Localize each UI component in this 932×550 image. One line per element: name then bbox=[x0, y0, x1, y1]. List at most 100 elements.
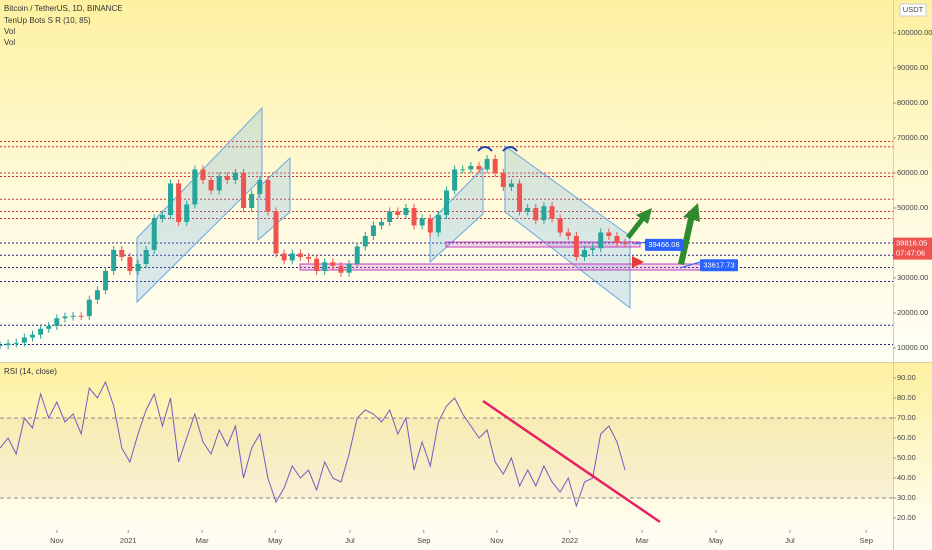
candle bbox=[38, 328, 44, 335]
candle bbox=[151, 218, 157, 250]
rsi-line bbox=[0, 380, 626, 508]
candle bbox=[29, 334, 35, 338]
candle bbox=[500, 172, 506, 187]
candle bbox=[346, 263, 352, 273]
y-tick-label: 70000.00 bbox=[897, 133, 928, 142]
top-arc bbox=[502, 146, 518, 152]
candle bbox=[62, 316, 68, 319]
candle bbox=[533, 207, 539, 221]
channel bbox=[504, 145, 631, 310]
candle bbox=[411, 207, 417, 226]
candle bbox=[241, 172, 247, 208]
x-tick-label: Sep bbox=[860, 536, 873, 545]
candle bbox=[135, 263, 141, 271]
countdown: 07:47:06 bbox=[896, 249, 925, 258]
price-label: 39466.08 bbox=[648, 240, 679, 249]
indicator: Vol bbox=[4, 38, 15, 47]
channel bbox=[257, 156, 291, 242]
candle bbox=[508, 183, 514, 187]
x-tick-label: Mar bbox=[196, 536, 209, 545]
y-tick-label: 100000.00 bbox=[897, 28, 932, 37]
candle bbox=[192, 169, 198, 205]
candle bbox=[338, 265, 344, 273]
candle bbox=[314, 258, 320, 271]
rsi-band bbox=[0, 418, 893, 498]
candle bbox=[590, 248, 596, 250]
x-tick-label: Nov bbox=[50, 536, 64, 545]
candle bbox=[184, 204, 190, 222]
channel bbox=[136, 106, 263, 304]
y-tick-label: 50.00 bbox=[897, 453, 916, 462]
y-tick-label: 90000.00 bbox=[897, 63, 928, 72]
candle bbox=[484, 158, 490, 170]
x-tick-label: May bbox=[268, 536, 282, 545]
y-tick-label: 40.00 bbox=[897, 473, 916, 482]
candle bbox=[127, 256, 133, 271]
candle bbox=[573, 235, 579, 257]
candle bbox=[419, 218, 425, 226]
candle bbox=[216, 176, 222, 191]
candle bbox=[444, 190, 449, 215]
y-tick-label: 80000.00 bbox=[897, 98, 928, 107]
candle bbox=[598, 232, 604, 249]
rsi-pane bbox=[0, 363, 932, 530]
candle bbox=[614, 235, 620, 243]
candle bbox=[460, 169, 466, 171]
candle bbox=[94, 290, 100, 300]
candle bbox=[208, 179, 214, 191]
candle bbox=[517, 183, 523, 212]
y-tick-label: 10000.00 bbox=[897, 343, 928, 352]
price-label-box bbox=[700, 259, 738, 272]
y-tick-label: 60000.00 bbox=[897, 168, 928, 177]
candle bbox=[5, 343, 11, 346]
candle bbox=[565, 232, 571, 236]
candle bbox=[403, 207, 409, 215]
x-tick-label: Jul bbox=[785, 536, 795, 545]
top-arc bbox=[477, 146, 493, 152]
candle bbox=[13, 342, 19, 344]
candle bbox=[273, 211, 279, 254]
candle bbox=[111, 249, 117, 271]
candle bbox=[297, 253, 303, 257]
candle bbox=[21, 337, 27, 343]
candle bbox=[232, 172, 238, 180]
candle bbox=[427, 218, 433, 233]
candle bbox=[606, 232, 612, 236]
channel bbox=[429, 166, 484, 264]
candle bbox=[224, 176, 230, 180]
indicator: TenUp Bots S R (10, 85) bbox=[4, 16, 91, 25]
candle bbox=[468, 165, 474, 170]
candle bbox=[46, 325, 52, 329]
x-tick-label: 2021 bbox=[120, 536, 137, 545]
y-tick-label: 80.00 bbox=[897, 393, 916, 402]
candle bbox=[70, 315, 76, 317]
x-tick-label: May bbox=[709, 536, 723, 545]
connector bbox=[633, 241, 647, 245]
last-price: 39816.05 bbox=[896, 239, 927, 248]
candle bbox=[281, 253, 287, 261]
down-arrow bbox=[632, 256, 644, 268]
y-tick-label: 20000.00 bbox=[897, 308, 928, 317]
x-tick-label: Mar bbox=[636, 536, 649, 545]
candle bbox=[322, 262, 328, 271]
candle bbox=[541, 206, 547, 221]
candle bbox=[362, 235, 368, 247]
last-price-box bbox=[893, 237, 932, 260]
candle bbox=[176, 183, 182, 222]
candle bbox=[379, 221, 385, 226]
candle bbox=[370, 225, 376, 236]
price-pane bbox=[0, 0, 932, 362]
candle bbox=[159, 214, 165, 219]
price-label-box bbox=[645, 238, 683, 251]
indicator: Vol bbox=[4, 27, 15, 36]
zone bbox=[299, 263, 706, 271]
candle bbox=[622, 242, 628, 244]
candle bbox=[143, 249, 149, 264]
price-label: 33617.73 bbox=[703, 260, 734, 269]
candle bbox=[395, 211, 401, 215]
candle bbox=[200, 169, 206, 180]
candle bbox=[249, 193, 255, 208]
time-axis bbox=[0, 530, 932, 550]
candle bbox=[492, 158, 498, 173]
